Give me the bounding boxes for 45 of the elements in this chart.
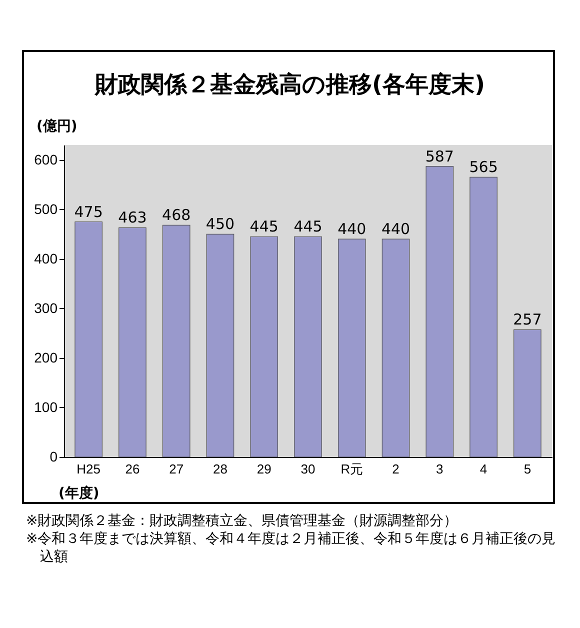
- x-axis-title: (年度): [58, 484, 100, 502]
- y-tick-label: 0: [50, 448, 58, 464]
- data-label: 450: [206, 215, 235, 234]
- x-tick-label: 26: [125, 462, 140, 476]
- data-label: 445: [250, 218, 278, 236]
- bar: [470, 176, 498, 458]
- data-label: 440: [381, 220, 410, 238]
- bar: [338, 238, 366, 458]
- bar: [426, 166, 454, 458]
- bar: [514, 329, 542, 458]
- data-label: 587: [425, 147, 454, 166]
- bar: [74, 221, 102, 458]
- bar: [162, 224, 190, 458]
- y-tick-label: 200: [34, 349, 58, 366]
- y-tick-label: 300: [34, 300, 58, 316]
- x-tick-label: 28: [212, 462, 228, 476]
- x-tick-label: 5: [524, 462, 532, 476]
- bar: [206, 234, 234, 458]
- data-label: 445: [294, 218, 322, 236]
- x-tick-label: 27: [169, 462, 184, 476]
- y-axis-title: (億円): [36, 118, 78, 134]
- x-tick-label: 4: [480, 462, 488, 476]
- x-tick-label: 3: [436, 462, 444, 476]
- x-tick-label: 30: [300, 462, 316, 476]
- chart-title: 財政関係２基金残高の推移(各年度末): [94, 71, 486, 98]
- x-tick-label: H25: [76, 462, 101, 476]
- data-label: 257: [513, 310, 542, 329]
- text: ※令和３年度までは決算額、令和４年度は２月補正後、令和５年度は６月補正後の見込額: [26, 530, 557, 566]
- data-label: 463: [118, 208, 147, 227]
- data-label: 475: [74, 202, 103, 221]
- y-tick-label: 500: [34, 200, 58, 217]
- y-tick-label: 100: [34, 398, 58, 415]
- data-label: 468: [162, 206, 191, 224]
- bar: [294, 236, 322, 458]
- bar: [250, 236, 278, 458]
- bar: [382, 238, 410, 458]
- data-label: 565: [469, 158, 498, 176]
- y-tick-label: 400: [34, 250, 58, 266]
- x-tick-label: 2: [392, 462, 400, 476]
- bar: [118, 227, 146, 458]
- x-tick-label: 29: [256, 462, 272, 476]
- text: ※財政関係２基金：財政調整積立金、県債管理基金（財源調整部分）: [26, 512, 459, 530]
- x-tick-label: R元: [340, 462, 364, 476]
- y-tick-label: 600: [34, 151, 58, 168]
- data-label: 440: [338, 220, 366, 238]
